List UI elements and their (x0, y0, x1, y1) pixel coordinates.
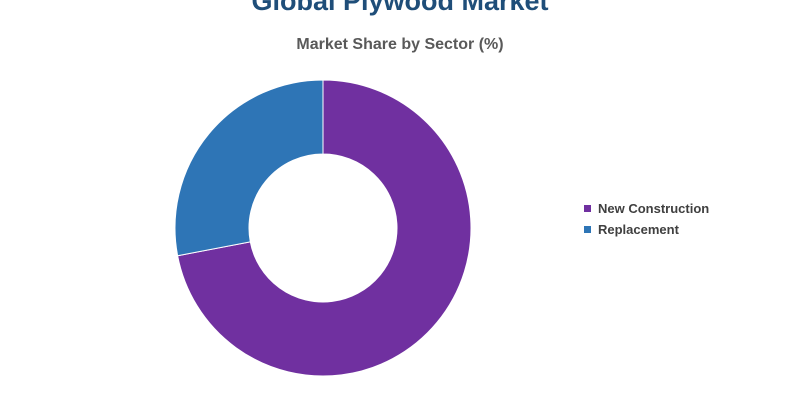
legend-item-new-construction: New Construction (584, 198, 709, 219)
legend-swatch-replacement (584, 226, 591, 233)
legend-item-replacement: Replacement (584, 219, 709, 240)
legend: New Construction Replacement (584, 198, 709, 240)
legend-label-replacement: Replacement (598, 222, 679, 237)
slice-new-construction (177, 79, 472, 377)
chart-title: Global Plywood Market (251, 0, 549, 16)
chart-subtitle: Market Share by Sector (%) (296, 36, 504, 53)
legend-label-new-construction: New Construction (598, 201, 710, 216)
slice-replacement (174, 79, 324, 257)
legend-swatch-new-construction (584, 205, 591, 212)
